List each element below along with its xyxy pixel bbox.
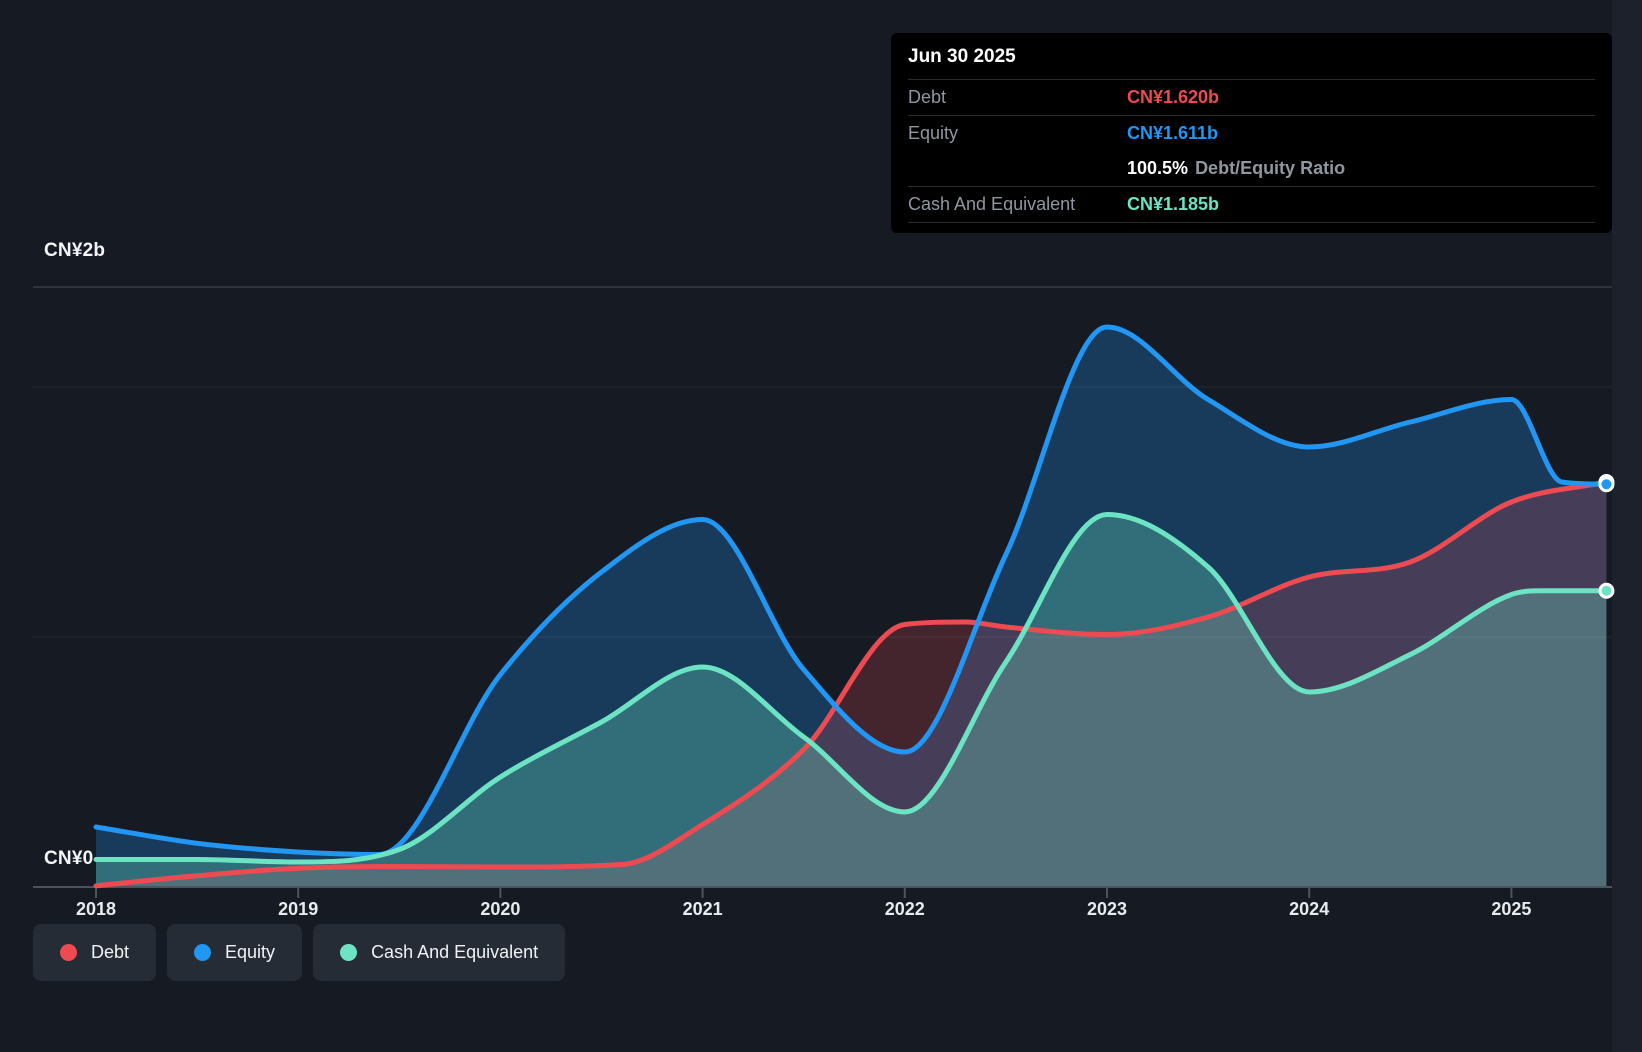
legend-item-label: Equity — [225, 942, 276, 962]
tooltip-equity-value: CN¥1.611b — [1127, 123, 1219, 143]
legend-item-debt[interactable]: Debt — [33, 924, 157, 981]
tooltip-row-ratio: 100.5% Debt/Equity Ratio — [908, 151, 1595, 187]
legend-item-label: Debt — [91, 942, 130, 962]
y-axis-zero-label: CN¥0 — [44, 848, 94, 869]
x-tick-label: 2020 — [480, 899, 521, 919]
legend-item-equity[interactable]: Equity — [167, 924, 303, 981]
chart-tooltip: Jun 30 2025 Debt CN¥1.620b Equity CN¥1.6… — [891, 33, 1612, 233]
y-axis-max-label: CN¥2b — [44, 240, 106, 261]
cash-legend-dot-icon — [340, 944, 358, 961]
x-tick-label: 2023 — [1086, 899, 1128, 919]
x-tick-label: 2025 — [1491, 899, 1532, 919]
tooltip-date: Jun 30 2025 — [908, 33, 1595, 80]
legend-item-cash[interactable]: Cash And Equivalent — [313, 924, 566, 981]
tooltip-row-equity: Equity CN¥1.611b — [908, 116, 1595, 151]
tooltip-cash-value: CN¥1.185b — [1127, 194, 1220, 214]
right-gutter — [1612, 0, 1642, 1052]
x-tick-label: 2018 — [75, 899, 117, 919]
equity-legend-dot-icon — [194, 944, 212, 961]
tooltip-row-debt: Debt CN¥1.620b — [908, 80, 1595, 116]
legend-item-label: Cash And Equivalent — [371, 942, 539, 962]
x-tick-label: 2021 — [682, 899, 723, 919]
tooltip-row-cash: Cash And Equivalent CN¥1.185b — [908, 187, 1595, 223]
x-tick-label: 2024 — [1289, 899, 1330, 919]
debt-legend-dot-icon — [60, 944, 77, 961]
tooltip-debt-label: Debt — [908, 87, 947, 107]
x-tick-label: 2019 — [278, 899, 319, 919]
tooltip-equity-label: Equity — [908, 123, 959, 143]
tooltip-debt-value: CN¥1.620b — [1127, 87, 1220, 107]
x-tick-label: 2022 — [884, 899, 925, 919]
tooltip-cash-label: Cash And Equivalent — [908, 194, 1076, 214]
debt-equity-ratio-label: Debt/Equity Ratio — [1195, 158, 1346, 178]
debt-equity-ratio-value: 100.5% — [1127, 158, 1189, 178]
chart-legend: Debt Equity Cash And Equivalent — [33, 924, 566, 981]
